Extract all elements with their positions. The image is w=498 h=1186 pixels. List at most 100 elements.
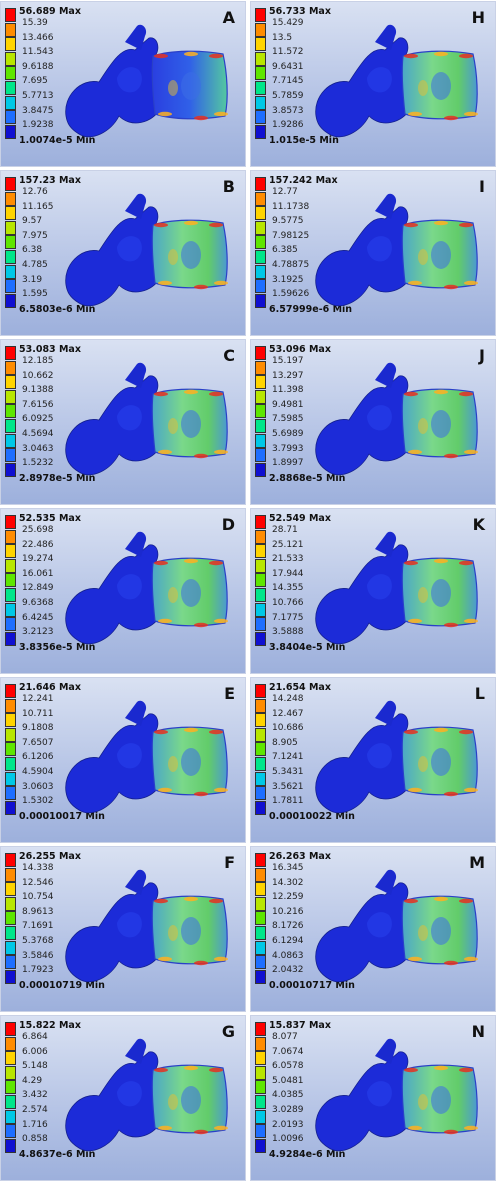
legend-tick-label: 5.7859	[272, 91, 304, 101]
legend-max-label: 52.535 Max	[19, 513, 81, 524]
legend-swatch	[5, 867, 16, 882]
legend-tick-label: 17.944	[272, 568, 304, 579]
legend-min-label: 0.00010717 Min	[269, 980, 355, 992]
legend-tick-label: 6.006	[22, 1046, 48, 1057]
legend-tick-label: 7.7145	[272, 76, 304, 87]
legend-swatch	[255, 969, 266, 984]
legend-swatch	[5, 515, 16, 529]
panel-letter: A	[222, 8, 235, 27]
legend-swatch	[255, 279, 266, 294]
legend-tick-label: 3.19	[22, 274, 43, 285]
legend-swatch	[255, 602, 266, 617]
legend-swatch	[255, 896, 266, 911]
legend-min-label: 4.8637e-6 Min	[19, 1149, 96, 1161]
legend-min-label: 6.5803e-6 Min	[19, 304, 96, 316]
panel-b: B 157.23 Max 12.76 11.165 9.57 7.975 6.38 4.785…	[0, 170, 246, 336]
legend-swatch	[255, 264, 266, 279]
legend-swatch	[5, 1036, 16, 1051]
legend-swatch	[5, 448, 16, 463]
legend-tick-label: 3.1925	[272, 274, 304, 285]
legend-tick-label: 7.6507	[22, 737, 54, 748]
legend-tick-label: 10.662	[22, 370, 54, 381]
legend-swatch	[255, 1124, 266, 1139]
legend-swatch	[5, 22, 16, 37]
legend-min-label: 6.57999e-6 Min	[269, 304, 353, 316]
legend-swatch	[255, 1051, 266, 1066]
legend-swatch	[5, 66, 16, 81]
legend-swatch	[5, 742, 16, 757]
legend-tick-label: 21.533	[272, 554, 304, 565]
legend-tick-label: 4.5694	[22, 429, 54, 439]
legend-tick-label: 19.274	[22, 554, 54, 565]
legend-tick-label: 12.241	[22, 694, 54, 704]
panel-n: N 15.837 Max 8.077 7.0674 6.0578 5.0481 4.0385…	[250, 1015, 496, 1181]
legend-swatch	[255, 588, 266, 602]
legend-max-label: 21.646 Max	[19, 682, 81, 693]
panel-letter: N	[471, 1022, 485, 1041]
legend-swatch	[255, 124, 266, 139]
legend-swatch	[255, 955, 266, 970]
legend-swatch	[5, 389, 16, 404]
legend-swatch	[255, 926, 266, 940]
legend-swatch	[255, 37, 266, 52]
legend-swatch	[5, 433, 16, 448]
legend-swatch	[255, 95, 266, 110]
legend-tick-label: 5.0481	[272, 1075, 304, 1086]
legend-swatch	[255, 1065, 266, 1080]
legend-tick-label: 4.78875	[272, 260, 310, 270]
legend-swatch	[255, 419, 266, 433]
legend-swatch	[5, 588, 16, 602]
legend-swatch	[5, 631, 16, 646]
legend-tick-label: 7.1241	[272, 752, 304, 763]
legend-swatch	[255, 191, 266, 206]
legend-tick-label: 9.4981	[272, 399, 304, 410]
legend-tick-label: 1.8997	[272, 458, 304, 469]
vertebra-model-image	[65, 531, 228, 645]
legend-tick-label: 3.5846	[22, 950, 54, 961]
legend-tick-label: 14.302	[272, 877, 304, 888]
legend-swatch	[5, 684, 16, 698]
legend-tick-label: 14.355	[272, 583, 304, 594]
legend-tick-label: 6.1206	[22, 752, 54, 763]
legend-tick-label: 7.695	[22, 76, 48, 87]
legend-swatch	[5, 360, 16, 375]
legend-swatch	[255, 544, 266, 559]
legend-tick-label: 9.57	[22, 216, 43, 227]
legend-tick-label: 3.0463	[22, 443, 54, 454]
legend-max-label: 15.837 Max	[269, 1020, 331, 1031]
panel-g: G 15.822 Max 6.864 6.006 5.148 4.29 3.432 2.574…	[0, 1015, 246, 1181]
legend-swatch	[255, 8, 266, 22]
legend-swatch	[5, 1138, 16, 1153]
legend-swatch	[255, 911, 266, 926]
legend-max-label: 15.822 Max	[19, 1020, 81, 1031]
legend-swatch	[5, 110, 16, 125]
legend-swatch	[5, 177, 16, 191]
legend-max-label: 157.23 Max	[19, 175, 81, 186]
legend-swatch	[5, 419, 16, 433]
legend-tick-label: 7.975	[22, 230, 48, 241]
legend-tick-label: 3.432	[22, 1090, 48, 1101]
legend-swatch	[255, 250, 266, 264]
legend-swatch	[255, 713, 266, 728]
panel-letter: B	[222, 177, 235, 196]
legend-swatch	[5, 727, 16, 742]
legend-swatch	[255, 1138, 266, 1153]
legend-tick-label: 1.5232	[22, 458, 54, 469]
legend-tick-label: 1.7923	[22, 965, 54, 976]
legend-swatch	[255, 206, 266, 221]
legend-tick-label: 11.543	[22, 47, 54, 58]
panel-a: A 56.689 Max 15.39 13.466 11.543 9.6188 7.695 5…	[0, 1, 246, 167]
legend-swatch	[255, 389, 266, 404]
vertebra-model-image	[65, 362, 228, 476]
legend-swatch	[5, 235, 16, 250]
legend-tick-label: 10.754	[22, 892, 54, 903]
legend-tick-label: 5.3768	[22, 936, 54, 946]
legend-tick-label: 2.0193	[272, 1119, 304, 1130]
legend-swatch	[255, 177, 266, 191]
legend-swatch	[5, 250, 16, 264]
legend-tick-label: 11.1738	[272, 201, 310, 212]
legend-swatch	[5, 1124, 16, 1139]
legend-tick-label: 10.711	[22, 708, 54, 719]
legend-swatch	[5, 757, 16, 771]
legend-tick-label: 1.7811	[272, 796, 304, 807]
